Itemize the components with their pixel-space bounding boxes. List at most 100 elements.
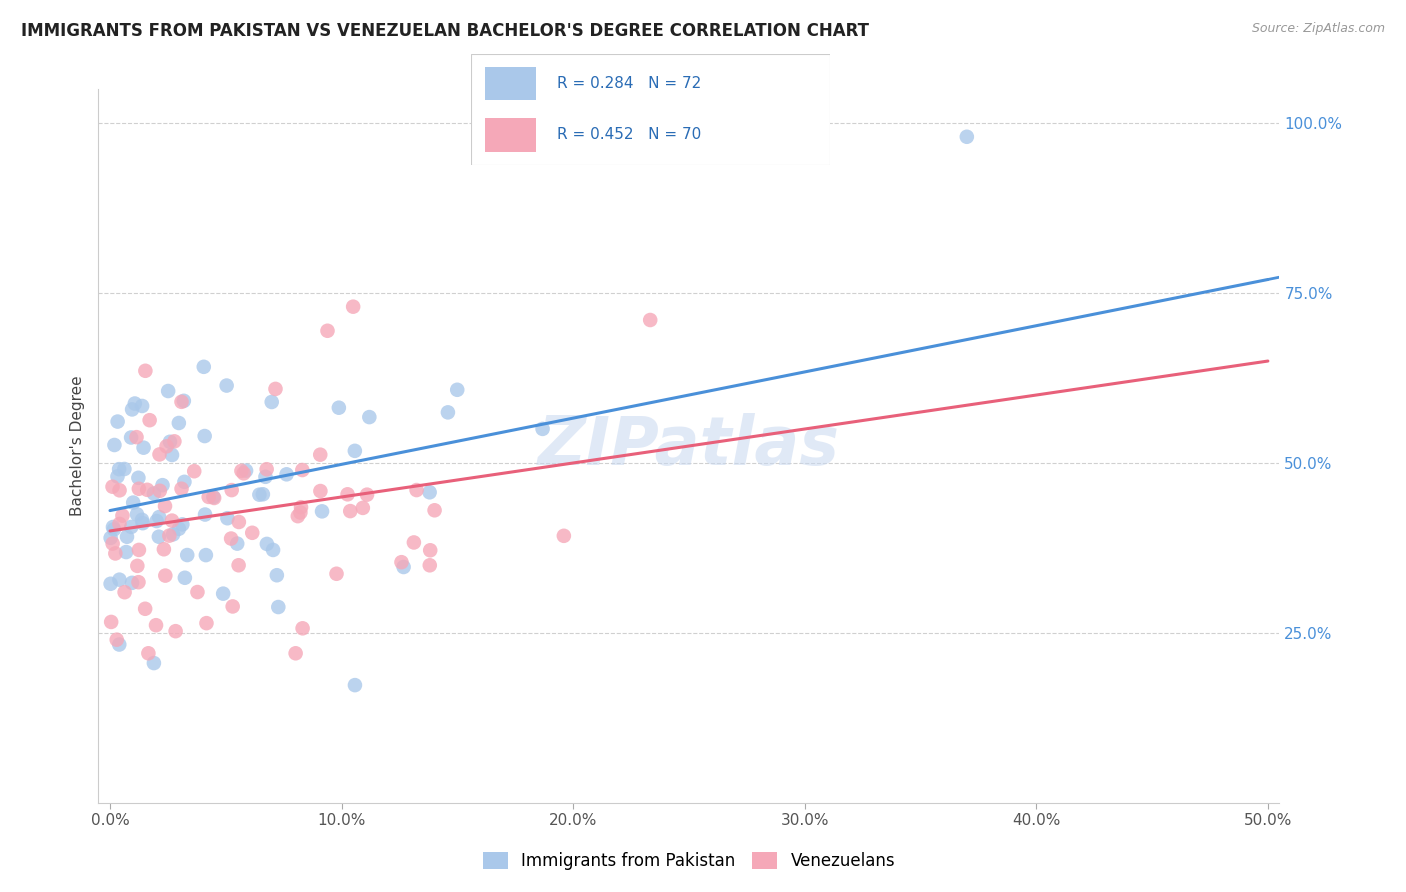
Point — [105, 632, 128, 647]
FancyBboxPatch shape — [485, 67, 536, 101]
Point — [226, 536, 249, 550]
Point — [167, 522, 190, 536]
Point — [100, 576, 122, 591]
Point — [217, 511, 239, 525]
Point — [256, 537, 278, 551]
Point — [356, 488, 378, 502]
Point — [111, 508, 134, 523]
Point — [125, 430, 148, 444]
Point — [325, 566, 347, 581]
Point — [132, 441, 155, 455]
Point — [100, 615, 122, 629]
Point — [228, 515, 250, 529]
Point — [159, 434, 181, 449]
Point — [173, 571, 195, 585]
Point — [231, 464, 253, 478]
Point — [160, 448, 183, 462]
Point — [553, 529, 575, 543]
Point — [352, 500, 374, 515]
Point — [107, 469, 129, 483]
Point — [290, 506, 312, 520]
Point — [155, 568, 177, 582]
Point — [132, 516, 155, 531]
Point — [212, 587, 235, 601]
Text: ZIPatlas: ZIPatlas — [538, 413, 839, 479]
Point — [165, 624, 187, 639]
Point — [264, 382, 287, 396]
Point — [145, 514, 167, 528]
Point — [107, 415, 129, 429]
Point — [202, 491, 225, 505]
Point — [108, 516, 131, 531]
Point — [173, 393, 195, 408]
Text: R = 0.284   N = 72: R = 0.284 N = 72 — [557, 76, 702, 91]
Point — [122, 495, 145, 509]
Point — [142, 486, 165, 500]
Point — [291, 621, 314, 635]
Point — [405, 483, 427, 497]
Point — [260, 395, 283, 409]
Point — [336, 487, 359, 501]
Point — [419, 543, 441, 558]
Point — [112, 462, 135, 476]
Point — [145, 618, 167, 632]
Point — [153, 542, 176, 557]
Point — [276, 467, 298, 482]
Point — [131, 513, 153, 527]
Point — [256, 462, 278, 476]
Point — [221, 483, 243, 497]
Point — [339, 504, 361, 518]
Point — [437, 405, 460, 419]
Point — [309, 448, 332, 462]
Point — [155, 439, 177, 453]
Point — [194, 548, 217, 562]
Point — [121, 575, 143, 590]
Y-axis label: Bachelor's Degree: Bachelor's Degree — [70, 376, 86, 516]
Legend: Immigrants from Pakistan, Venezuelans: Immigrants from Pakistan, Venezuelans — [477, 845, 901, 877]
Point — [148, 447, 170, 461]
Point — [138, 413, 160, 427]
Point — [157, 384, 180, 398]
Point — [115, 545, 138, 559]
Point — [343, 678, 366, 692]
Point — [176, 548, 198, 562]
Point — [343, 443, 366, 458]
Point — [316, 324, 339, 338]
Point — [419, 558, 441, 573]
Point — [149, 483, 172, 498]
Point — [128, 542, 150, 557]
Point — [267, 600, 290, 615]
Point — [309, 483, 332, 498]
FancyBboxPatch shape — [471, 54, 830, 165]
Point — [104, 546, 127, 560]
Point — [392, 560, 415, 574]
Point — [163, 434, 186, 449]
Point — [194, 429, 217, 443]
Point — [134, 364, 156, 378]
Point — [120, 430, 142, 444]
Point — [108, 573, 131, 587]
Point — [262, 543, 284, 558]
Point — [232, 467, 254, 481]
Point — [228, 558, 250, 573]
Point — [247, 488, 270, 502]
Point — [266, 568, 288, 582]
Point — [160, 514, 183, 528]
Point — [240, 525, 263, 540]
Point — [108, 462, 131, 476]
Point — [195, 616, 218, 631]
Point — [108, 483, 131, 498]
Point — [114, 585, 136, 599]
Point — [103, 438, 125, 452]
Point — [287, 509, 309, 524]
Point — [167, 416, 190, 430]
Point — [215, 378, 238, 392]
Point — [290, 500, 312, 515]
Point — [219, 532, 242, 546]
Point — [342, 300, 364, 314]
Text: Source: ZipAtlas.com: Source: ZipAtlas.com — [1251, 22, 1385, 36]
Point — [148, 530, 170, 544]
Point — [197, 490, 219, 504]
FancyBboxPatch shape — [485, 119, 536, 152]
Point — [221, 599, 243, 614]
